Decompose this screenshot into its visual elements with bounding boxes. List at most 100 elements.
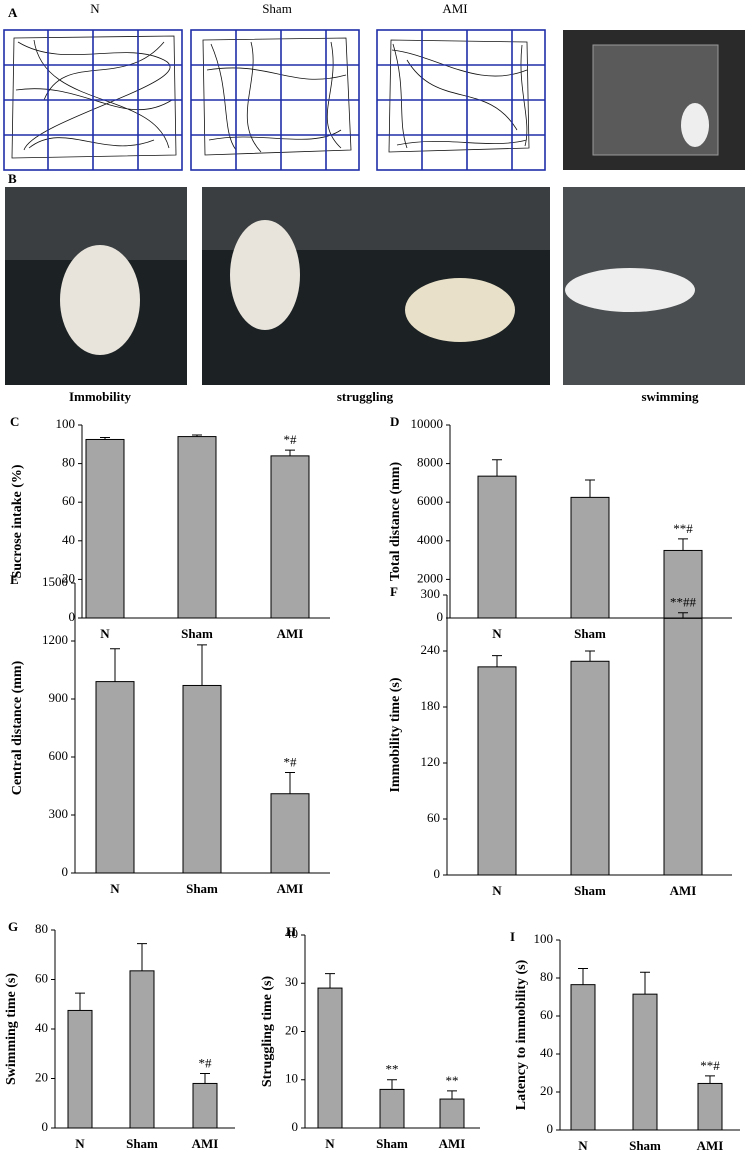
x-tick-label: Sham — [376, 1136, 408, 1151]
error-bar — [110, 648, 120, 682]
error-bar — [325, 973, 335, 989]
y-tick-label: 20 — [285, 1022, 298, 1037]
y-tick-label: 900 — [49, 690, 69, 705]
error-bar — [492, 655, 502, 667]
y-axis-label: Latency to immobility (s) — [514, 959, 529, 1110]
bar — [270, 793, 310, 874]
bar — [632, 993, 658, 1131]
bar — [379, 1088, 405, 1129]
panel-label: G — [8, 919, 18, 934]
y-tick-label: 20 — [35, 1069, 48, 1084]
y-tick-label: 4000 — [417, 532, 443, 547]
y-axis-label: Immobility time (s) — [388, 677, 403, 792]
error-bar — [705, 1075, 715, 1084]
y-tick-label: 0 — [42, 1119, 49, 1134]
y-tick-label: 10 — [285, 1071, 298, 1086]
x-tick-label: N — [325, 1136, 335, 1151]
bar — [663, 549, 703, 619]
y-tick-label: 0 — [434, 866, 441, 881]
y-tick-label: 0 — [437, 609, 444, 624]
group-title: Sham — [262, 1, 292, 16]
x-tick-label: N — [75, 1136, 85, 1151]
y-axis-label: Swimming time (s) — [4, 973, 19, 1085]
y-tick-label: 80 — [35, 921, 48, 936]
y-tick-label: 120 — [421, 754, 441, 769]
error-bar — [200, 1073, 210, 1084]
x-tick-label: AMI — [697, 1138, 724, 1153]
y-tick-label: 300 — [421, 586, 441, 601]
error-bar — [197, 644, 207, 686]
error-bar — [75, 992, 85, 1011]
y-tick-label: 8000 — [417, 455, 443, 470]
y-tick-label: 0 — [69, 609, 76, 624]
bar — [95, 681, 135, 874]
x-tick-label: AMI — [192, 1136, 219, 1151]
y-tick-label: 180 — [421, 698, 441, 713]
y-tick-label: 100 — [534, 931, 554, 946]
x-tick-label: N — [492, 883, 502, 898]
bar — [317, 987, 343, 1129]
significance-label: **# — [673, 521, 693, 536]
photo-caption: swimming — [641, 389, 699, 404]
y-axis-label: Sucrose intake (%) — [10, 464, 25, 578]
panel-label: C — [10, 414, 19, 429]
y-tick-label: 20 — [62, 570, 75, 585]
panel-label: I — [510, 929, 515, 944]
error-bar — [137, 943, 147, 971]
significance-label: **## — [670, 595, 697, 610]
error-bar — [285, 771, 295, 794]
x-tick-label: N — [578, 1138, 588, 1153]
photo-caption: struggling — [337, 389, 394, 404]
panel-label: H — [286, 924, 296, 939]
significance-label: ** — [446, 1073, 459, 1088]
y-tick-label: 600 — [49, 748, 69, 763]
y-axis-label: Central distance (mm) — [10, 660, 25, 795]
bar — [570, 496, 610, 619]
y-tick-label: 1500 — [42, 574, 68, 589]
bar — [85, 438, 125, 619]
photo-caption: Immobility — [69, 389, 132, 404]
y-tick-label: 40 — [540, 1045, 553, 1060]
panel-label: E — [10, 572, 19, 587]
y-tick-label: 100 — [56, 416, 76, 431]
y-tick-label: 60 — [540, 1007, 553, 1022]
error-bar — [492, 459, 502, 477]
x-tick-label: Sham — [186, 881, 218, 896]
bar — [477, 666, 517, 876]
bar — [697, 1082, 723, 1131]
bar — [177, 436, 217, 619]
significance-label: *# — [199, 1056, 213, 1071]
panel-label: D — [390, 414, 399, 429]
x-tick-label: Sham — [126, 1136, 158, 1151]
x-tick-label: AMI — [277, 626, 304, 641]
bar — [570, 984, 596, 1131]
y-tick-label: 0 — [547, 1121, 554, 1136]
y-tick-label: 60 — [62, 493, 75, 508]
error-bar — [387, 1079, 397, 1090]
bar — [439, 1098, 465, 1129]
error-bar — [285, 449, 295, 456]
bar — [182, 684, 222, 874]
significance-label: ** — [386, 1062, 399, 1077]
error-bar — [578, 968, 588, 985]
panel-label: A — [8, 5, 18, 20]
error-bar — [100, 437, 110, 440]
bar — [270, 455, 310, 619]
y-tick-label: 40 — [62, 532, 75, 547]
y-tick-label: 0 — [292, 1119, 299, 1134]
bar — [192, 1082, 218, 1129]
open-field-tracks — [3, 29, 745, 171]
error-bar — [585, 479, 595, 498]
x-tick-label: Sham — [181, 626, 213, 641]
y-axis-label: Total distance (mm) — [388, 462, 403, 582]
x-tick-label: N — [100, 626, 110, 641]
y-tick-label: 40 — [35, 1020, 48, 1035]
panel-label: F — [390, 584, 398, 599]
bar — [477, 475, 517, 619]
x-tick-label: AMI — [439, 1136, 466, 1151]
x-tick-label: Sham — [629, 1138, 661, 1153]
y-tick-label: 20 — [540, 1083, 553, 1098]
x-tick-label: Sham — [574, 883, 606, 898]
error-bar — [678, 612, 688, 619]
